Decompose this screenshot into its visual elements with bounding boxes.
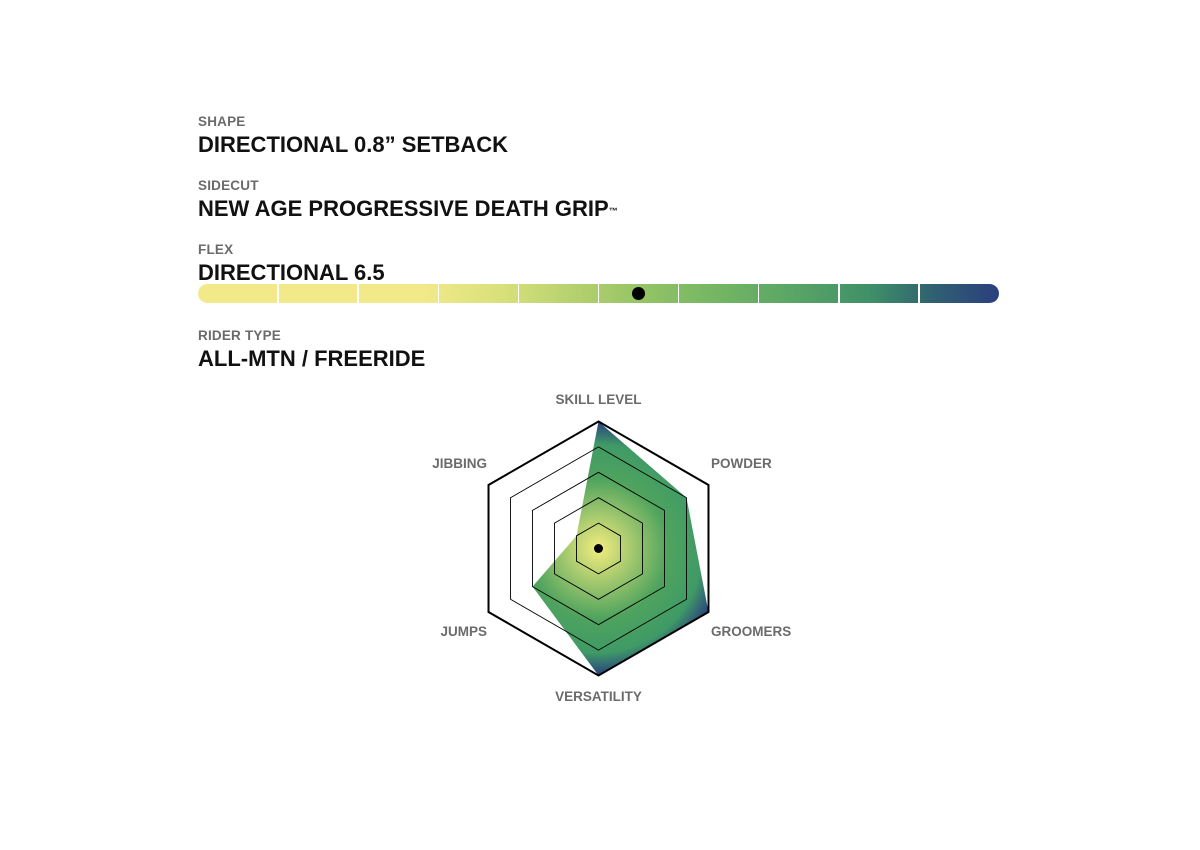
- trademark-mark: ™: [608, 206, 618, 216]
- radar-ring: [510, 446, 687, 651]
- flex-tick: [277, 284, 279, 303]
- sidecut-value: NEW AGE PROGRESSIVE DEATH GRIP: [198, 196, 609, 221]
- rider-type-spec: RIDER TYPE ALL-MTN / FREERIDE: [198, 328, 425, 372]
- flex-tick: [677, 284, 680, 303]
- sidecut-spec: SIDECUT NEW AGE PROGRESSIVE DEATH GRIP™: [198, 178, 618, 222]
- flex-tick: [517, 284, 520, 303]
- axis-label-powder: POWDER: [711, 456, 772, 471]
- shape-spec: SHAPE DIRECTIONAL 0.8” SETBACK: [198, 114, 508, 158]
- radar-ring: [576, 522, 621, 575]
- radar-ring: [554, 497, 643, 600]
- sidecut-value-line: NEW AGE PROGRESSIVE DEATH GRIP™: [198, 196, 618, 222]
- flex-label: FLEX: [198, 242, 234, 257]
- radar-ring: [532, 471, 665, 626]
- axis-label-jibbing: JIBBING: [432, 456, 487, 471]
- flex-tick: [597, 284, 600, 303]
- radar-center-dot: [594, 544, 603, 553]
- flex-scale: [198, 284, 999, 303]
- flex-tick: [757, 284, 760, 303]
- shape-label: SHAPE: [198, 114, 246, 129]
- flex-marker: [632, 287, 646, 300]
- sidecut-label: SIDECUT: [198, 178, 259, 193]
- radar-outer-ring: [487, 420, 710, 677]
- axis-label-skill-level: SKILL LEVEL: [555, 392, 641, 407]
- flex-tick: [918, 284, 920, 303]
- flex-tick: [357, 284, 359, 303]
- axis-label-versatility: VERSATILITY: [555, 689, 642, 704]
- rider-type-value: ALL-MTN / FREERIDE: [198, 346, 426, 371]
- flex-tick: [437, 284, 440, 303]
- axis-label-jumps: JUMPS: [440, 624, 487, 639]
- rider-type-label: RIDER TYPE: [198, 328, 282, 343]
- flex-value: DIRECTIONAL 6.5: [198, 260, 385, 285]
- flex-spec: FLEX DIRECTIONAL 6.5: [198, 242, 385, 286]
- axis-label-groomers: GROOMERS: [711, 624, 791, 639]
- flex-tick: [838, 284, 840, 303]
- shape-value: DIRECTIONAL 0.8” SETBACK: [198, 132, 509, 157]
